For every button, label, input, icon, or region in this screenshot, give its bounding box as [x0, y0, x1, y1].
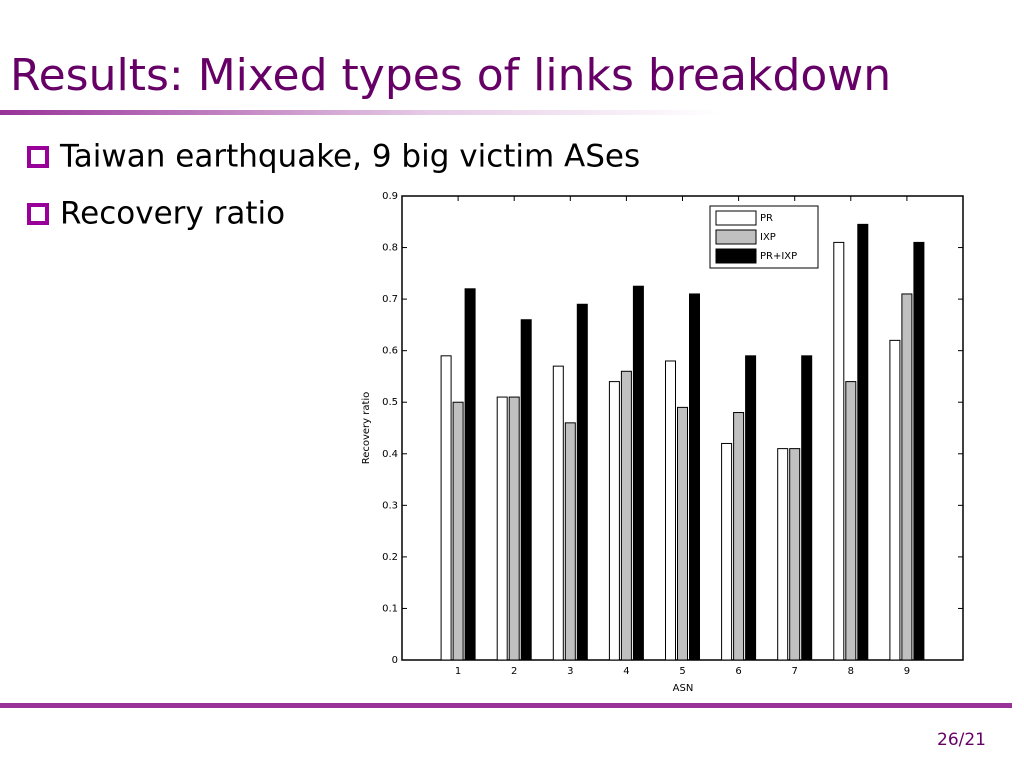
y-tick-label: 0.9: [382, 191, 398, 202]
bar: [440, 355, 452, 661]
bar: [845, 381, 857, 661]
bar: [632, 285, 644, 661]
y-tick-label: 0.8: [382, 243, 398, 254]
bullet-box: [27, 146, 49, 168]
x-tick-label: 2: [511, 666, 517, 677]
bar: [520, 319, 532, 661]
chart: ASN Recovery ratio 0 0.1 0.2 0.3 0.4 0.5 0.6 0.…: [361, 191, 964, 694]
legend-swatch: [715, 210, 757, 226]
bullet: Taiwan earthquake, 9 big victim ASes: [59, 139, 640, 175]
y-tick-label: 0.2: [382, 552, 398, 563]
footer-rule: [0, 703, 1012, 708]
page-number: 26/21: [937, 730, 986, 750]
bar: [857, 223, 869, 661]
bar: [833, 241, 845, 661]
bullet: Recovery ratio: [60, 196, 285, 232]
x-axis-label: ASN: [673, 683, 694, 694]
title-rule: [0, 110, 720, 115]
bar: [789, 448, 801, 661]
bar: [576, 303, 588, 661]
bar: [496, 396, 508, 661]
bar: [620, 370, 632, 661]
legend-label: PR: [760, 213, 773, 224]
bar: [801, 355, 813, 661]
legend-swatch: [715, 229, 757, 245]
bar: [733, 412, 745, 661]
y-tick-label: 0.3: [382, 500, 398, 511]
bar: [889, 339, 901, 661]
bar: [464, 288, 476, 661]
legend-swatch: [715, 248, 757, 264]
legend-label: PR+IXP: [760, 251, 797, 262]
bullet-box: [27, 203, 49, 225]
legend-label: IXP: [760, 232, 776, 243]
x-tick-label: 6: [735, 666, 741, 677]
x-tick-label: 8: [848, 666, 854, 677]
bar: [552, 365, 564, 661]
slide-title: Results: Mixed types of links breakdown: [10, 50, 891, 101]
x-tick-label: 4: [623, 666, 629, 677]
y-tick-label: 0.1: [382, 603, 398, 614]
bar: [777, 448, 789, 661]
bar: [689, 293, 700, 661]
x-tick-label: 1: [455, 666, 461, 677]
bar: [508, 396, 520, 661]
bar: [665, 360, 676, 661]
bar: [564, 422, 576, 661]
bar: [677, 406, 688, 661]
y-tick-label: 0.5: [382, 397, 398, 408]
bar: [721, 442, 733, 661]
y-axis-label: Recovery ratio: [361, 392, 372, 465]
bar: [745, 355, 757, 661]
x-tick-label: 3: [567, 666, 573, 677]
bar: [901, 293, 913, 661]
y-tick-label: 0: [392, 655, 398, 666]
x-tick-label: 9: [904, 666, 910, 677]
y-tick-label: 0.7: [382, 294, 398, 305]
y-tick-label: 0.6: [382, 346, 398, 357]
x-tick-label: 5: [679, 666, 685, 677]
bar: [913, 241, 925, 661]
bar: [452, 401, 464, 661]
bar: [608, 381, 620, 661]
x-tick-label: 7: [792, 666, 798, 677]
y-tick-label: 0.4: [382, 449, 398, 460]
